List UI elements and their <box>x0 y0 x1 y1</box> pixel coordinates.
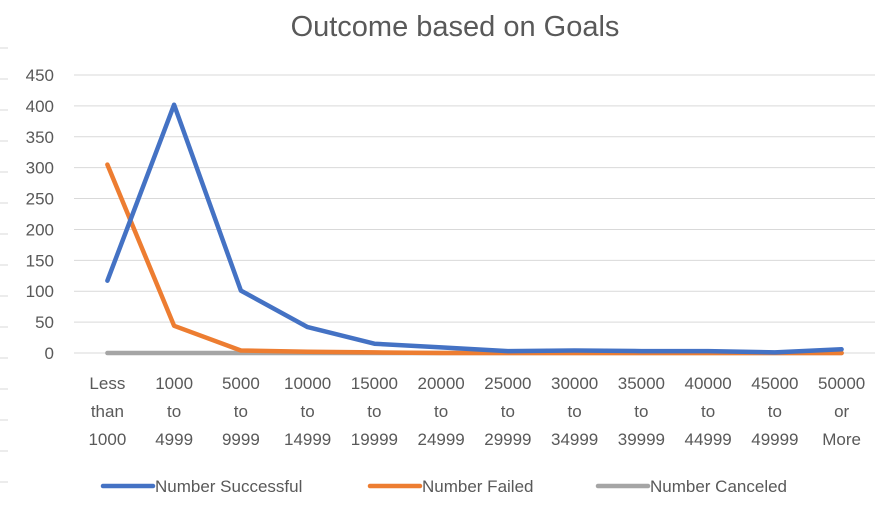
legend-label: Number Failed <box>422 477 534 496</box>
y-tick-label: 350 <box>26 128 54 147</box>
x-tick-label-line: to <box>301 402 315 421</box>
x-tick-label-line: to <box>167 402 181 421</box>
x-tick-label-line: to <box>501 402 515 421</box>
x-tick-label-line: 1000 <box>88 430 126 449</box>
legend-label: Number Canceled <box>650 477 787 496</box>
x-tick-label-line: 50000 <box>818 374 865 393</box>
x-tick-label-line: 44999 <box>684 430 731 449</box>
x-tick-label: 10000 to 14999 <box>284 374 331 449</box>
y-tick-label: 0 <box>45 344 54 363</box>
x-tick-label-line: to <box>768 402 782 421</box>
x-tick-label-line: 29999 <box>484 430 531 449</box>
x-tick-label-line: 30000 <box>551 374 598 393</box>
x-tick-label-line: More <box>822 430 861 449</box>
x-tick-label-line: 49999 <box>751 430 798 449</box>
x-tick-label-line: or <box>834 402 849 421</box>
x-tick-label-line: 4999 <box>155 430 193 449</box>
chart-title: Outcome based on Goals <box>291 11 620 43</box>
y-tick-label: 200 <box>26 220 54 239</box>
x-tick-label: 1000 to 4999 <box>155 374 193 449</box>
legend-label: Number Successful <box>155 477 302 496</box>
x-tick-label-line: to <box>367 402 381 421</box>
legend-item: Number Successful <box>103 477 302 496</box>
y-tick-label: 250 <box>26 190 54 209</box>
x-tick-label-line: 19999 <box>351 430 398 449</box>
x-tick-label-line: to <box>568 402 582 421</box>
x-tick-label-line: to <box>234 402 248 421</box>
x-tick-label: 15000 to 19999 <box>351 374 398 449</box>
x-tick-label-line: 5000 <box>222 374 260 393</box>
x-tick-label: 5000 to 9999 <box>222 374 260 449</box>
x-tick-label-line: than <box>91 402 124 421</box>
x-tick-label-line: 10000 <box>284 374 331 393</box>
x-tick-label: 25000 to 29999 <box>484 374 531 449</box>
x-tick-label-line: 45000 <box>751 374 798 393</box>
x-tick-label: 20000 to 24999 <box>417 374 464 449</box>
y-tick-label: 300 <box>26 159 54 178</box>
x-tick-label-line: 25000 <box>484 374 531 393</box>
x-tick-label-line: 39999 <box>618 430 665 449</box>
x-tick-label: 45000 to 49999 <box>751 374 798 449</box>
x-tick-label-line: 15000 <box>351 374 398 393</box>
y-tick-label: 400 <box>26 97 54 116</box>
legend-item: Number Failed <box>370 477 534 496</box>
x-tick-label-line: 1000 <box>155 374 193 393</box>
x-tick-label-line: 14999 <box>284 430 331 449</box>
series-line-number-successful <box>107 105 841 353</box>
y-tick-label: 150 <box>26 251 54 270</box>
x-tick-label-line: to <box>701 402 715 421</box>
x-tick-label: Less than 1000 <box>88 374 126 449</box>
x-tick-label: 30000 to 34999 <box>551 374 598 449</box>
x-tick-label-line: to <box>634 402 648 421</box>
x-tick-label-line: Less <box>89 374 125 393</box>
y-tick-label: 450 <box>26 66 54 85</box>
x-tick-label-line: 20000 <box>417 374 464 393</box>
x-tick-label-line: 9999 <box>222 430 260 449</box>
x-tick-label-line: 34999 <box>551 430 598 449</box>
series-line-number-failed <box>107 165 841 353</box>
x-tick-label-line: 35000 <box>618 374 665 393</box>
x-tick-label-line: 24999 <box>417 430 464 449</box>
legend-item: Number Canceled <box>598 477 787 496</box>
y-tick-label: 100 <box>26 282 54 301</box>
x-tick-label-line: 40000 <box>684 374 731 393</box>
y-axis-ticks: 0 50 100 150 200 250 300 350 400 450 <box>26 66 54 363</box>
x-tick-label: 50000 or More <box>818 374 865 449</box>
y-tick-label: 50 <box>35 313 54 332</box>
x-tick-label: 40000 to 44999 <box>684 374 731 449</box>
x-tick-label: 35000 to 39999 <box>618 374 665 449</box>
series-lines <box>107 105 841 354</box>
x-tick-label-line: to <box>434 402 448 421</box>
x-axis-ticks: Lessthan10001000to49995000to999910000to1… <box>88 374 865 449</box>
legend: Number Successful Number Failed Number Can… <box>103 477 787 496</box>
